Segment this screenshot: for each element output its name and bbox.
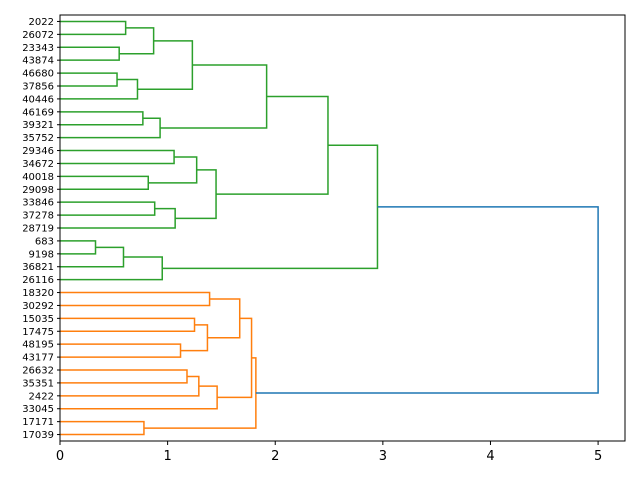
leaf-label: 33045 [22,404,54,415]
dendrogram-link-green [148,156,198,184]
leaf-label: 43874 [22,56,54,67]
dendrogram-link-green [119,27,155,55]
dendrogram-link-orange [217,317,253,399]
leaf-label: 37278 [22,211,54,222]
dendrogram-link-green [60,149,175,165]
leaf-label: 28719 [22,224,54,235]
leaf-label: 29098 [22,185,54,196]
dendrogram-link-orange [60,420,145,436]
leaf-label: 46169 [22,107,54,118]
dendrogram-link-orange [60,375,200,397]
leaf-label: 18320 [22,288,54,299]
x-tick-label: 4 [486,449,494,464]
leaf-label: 26116 [22,275,54,286]
x-tick-label: 0 [56,449,64,464]
x-axis-ticks: 0 1 2 3 4 5 [56,441,602,464]
leaf-label: 37856 [22,82,54,93]
axes-frame [59,14,626,442]
leaf-label: 43177 [22,353,54,364]
dendrogram-link-green [60,175,149,191]
leaf-label: 29346 [22,146,54,157]
leaf-label: 2422 [29,391,54,402]
dendrogram-link-green [60,20,127,36]
leaf-label: 9198 [29,249,54,260]
dendrogram-link-orange [60,369,188,384]
leaf-label: 40446 [22,94,54,105]
leaf-label: 683 [35,236,54,247]
x-tick-label: 1 [163,449,171,464]
dendrogram-link-green [60,256,163,281]
x-tick-label: 3 [379,449,387,464]
dendrogram-links [60,20,599,436]
dendrogram-link-green [60,117,161,139]
dendrogram-link-orange [207,298,241,339]
dendrogram-link-green [60,78,139,100]
leaf-label: 2022 [29,17,54,28]
dendrogram-link-orange [60,343,182,358]
dendrogram-link-green [160,64,268,129]
leaf-label: 39321 [22,120,54,131]
leaf-label: 40018 [22,172,54,183]
dendrogram-link-green [60,207,176,229]
dendrogram-link-orange [60,291,211,307]
leaf-label: 26072 [22,30,54,41]
leaf-label: 35351 [22,378,54,389]
leaf-label: 36821 [22,262,54,273]
leaf-label: 33846 [22,198,54,209]
dendrogram-link-orange [180,324,209,352]
leaf-label: 30292 [22,301,54,312]
dendrogram-link-orange [143,357,257,429]
leaf-label: 26632 [22,366,54,377]
leaf-label: 17039 [22,430,54,441]
dendrogram-link-orange [60,317,196,333]
dendrogram-link-green [162,144,379,270]
leaf-label: 46680 [22,69,54,80]
leaf-label: 23343 [22,43,54,54]
dendrogram-link-green [60,72,118,87]
dendrogram-link-orange [60,385,218,410]
dendrogram-link-green [60,111,144,126]
leaf-label: 35752 [22,133,54,144]
dendrogram-link-green [60,201,156,216]
dendrogram-link-green [60,246,125,268]
x-tick-label: 5 [594,449,602,464]
leaf-label: 17171 [22,417,54,428]
dendrogram-link-green [137,40,194,90]
leaf-label: 15035 [22,314,54,325]
x-tick-label: 2 [271,449,279,464]
dendrogram-link-green [60,240,97,255]
dendrogram-link-green [216,95,329,195]
dendrogram-link-green [60,46,120,61]
leaf-label: 17475 [22,327,54,338]
leaf-label: 34672 [22,159,54,170]
dendrogram-link-blue [255,206,599,394]
leaf-label: 48195 [22,340,54,351]
dendrogram-link-green [175,169,217,220]
